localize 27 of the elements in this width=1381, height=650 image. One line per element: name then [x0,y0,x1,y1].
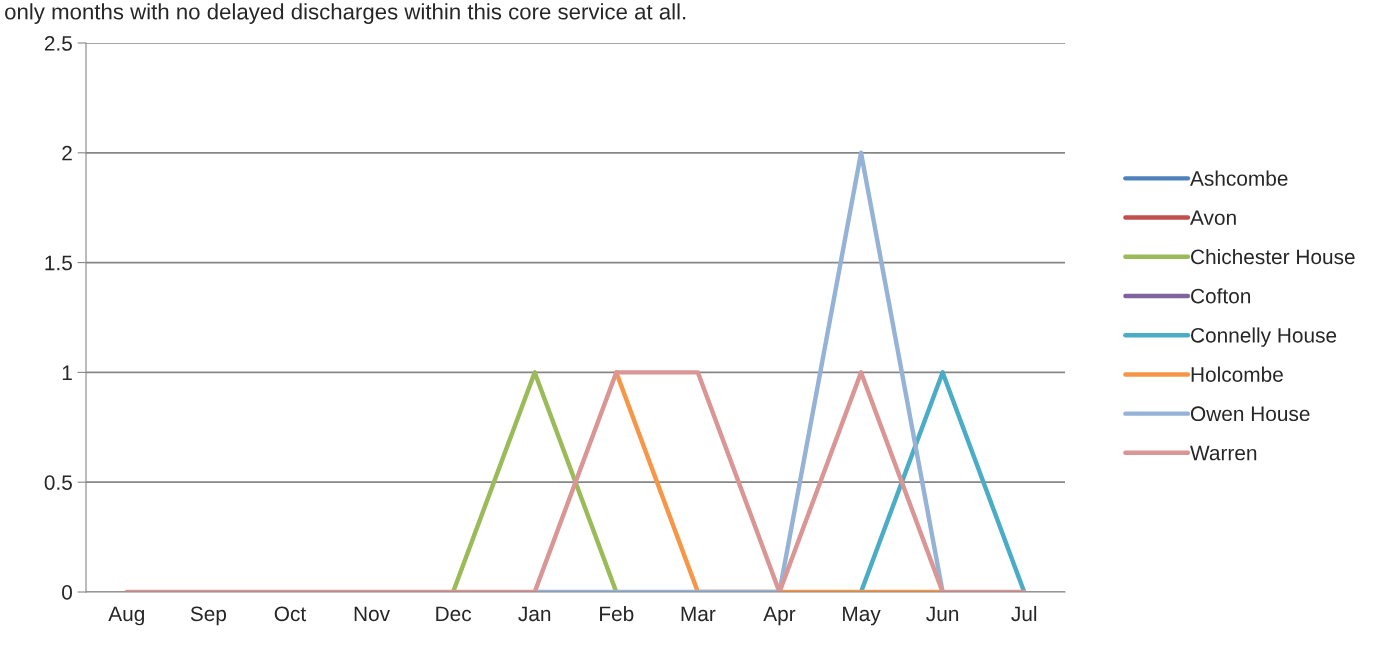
y-tick-label: 0.5 [44,475,72,490]
x-tick-label: Nov [354,606,390,622]
legend-label: Chichester House [1191,248,1355,265]
y-tick-label: 0 [62,585,72,600]
legend-label: Holcombe [1191,366,1283,382]
x-tick-label: Dec [436,606,472,622]
y-tick-label: 1 [62,365,72,380]
x-tick-label: May [843,606,881,626]
legend-label: Owen House [1190,406,1310,422]
text: only months with no delayed discharges within this core service at all. [5,3,686,24]
x-tick-label: Jun [926,606,959,622]
x-tick-label: Apr [763,606,796,626]
legend-label: Cofton [1191,288,1251,304]
y-tick-label: 2.5 [44,36,72,51]
legend-label: Ashcombe [1190,170,1288,186]
legend-label: Connelly House [1191,327,1337,347]
y-tick-label: 2 [62,145,72,161]
x-tick-label: Oct [274,606,307,622]
legend-label: Avon [1190,210,1236,226]
x-tick-label: Mar [681,606,716,622]
x-tick-label: Aug [108,606,144,626]
x-tick-label: Jul [1011,605,1037,622]
x-tick-label: Jan [518,606,551,622]
y-tick-label: 1.5 [45,255,72,271]
x-tick-label: Sep [190,606,227,626]
legend-label: Warren [1190,445,1257,461]
x-tick-label: Feb [600,605,634,622]
